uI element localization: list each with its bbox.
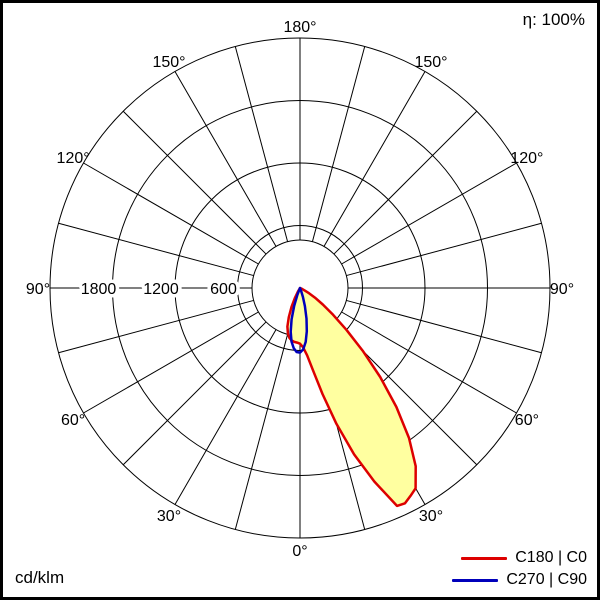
grid-spoke	[122, 110, 267, 255]
grid-spoke	[346, 299, 542, 354]
grid-spoke	[311, 46, 366, 242]
ring-label: 1800	[81, 281, 117, 298]
grid-spoke	[174, 329, 277, 505]
angle-label: 60°	[61, 412, 85, 429]
grid-spoke	[83, 311, 259, 414]
legend-line-swatch	[452, 578, 499, 582]
legend-line-swatch	[461, 556, 508, 560]
polar-chart: 600 1200 1800 0° 30° 30° 60° 60° 90° 90° 120° 120° 1…	[26, 19, 574, 560]
angle-label: 30°	[157, 508, 181, 525]
angle-label: 30°	[419, 508, 443, 525]
legend-item: C270 | C90	[452, 571, 587, 589]
ring-label: 600	[210, 281, 237, 298]
ring-label: 1200	[143, 281, 179, 298]
grid-spoke	[58, 299, 254, 354]
grid-spoke	[333, 110, 478, 255]
legend-label: C270 | C90	[506, 571, 587, 588]
legend: C180 | C0 C270 | C90	[452, 549, 587, 589]
angle-label: 150°	[414, 54, 447, 71]
angle-label: 90°	[26, 281, 50, 298]
angle-label: 120°	[57, 150, 90, 167]
grid-spoke	[174, 71, 277, 247]
grid-spoke	[234, 46, 289, 242]
grid-spoke	[341, 311, 517, 414]
angle-label: 150°	[152, 54, 185, 71]
grid-spoke	[83, 162, 259, 265]
angle-label: 90°	[550, 281, 574, 298]
angle-label: 60°	[515, 412, 539, 429]
efficiency-label: η: 100%	[522, 10, 585, 29]
grid-spoke	[341, 162, 517, 265]
grid-spoke	[122, 321, 267, 466]
angle-label: 120°	[510, 150, 543, 167]
unit-label: cd/klm	[15, 568, 65, 587]
legend-item: C180 | C0	[452, 549, 587, 567]
grid-spoke	[234, 334, 289, 530]
grid-spoke	[346, 222, 542, 277]
angle-label: 0°	[292, 543, 307, 560]
angle-label: 180°	[283, 19, 316, 36]
grid-spoke	[58, 222, 254, 277]
grid-spoke	[323, 71, 426, 247]
curve-c180-c0	[286, 286, 417, 508]
curve-c270-c90	[289, 286, 309, 354]
legend-label: C180 | C0	[515, 549, 587, 566]
